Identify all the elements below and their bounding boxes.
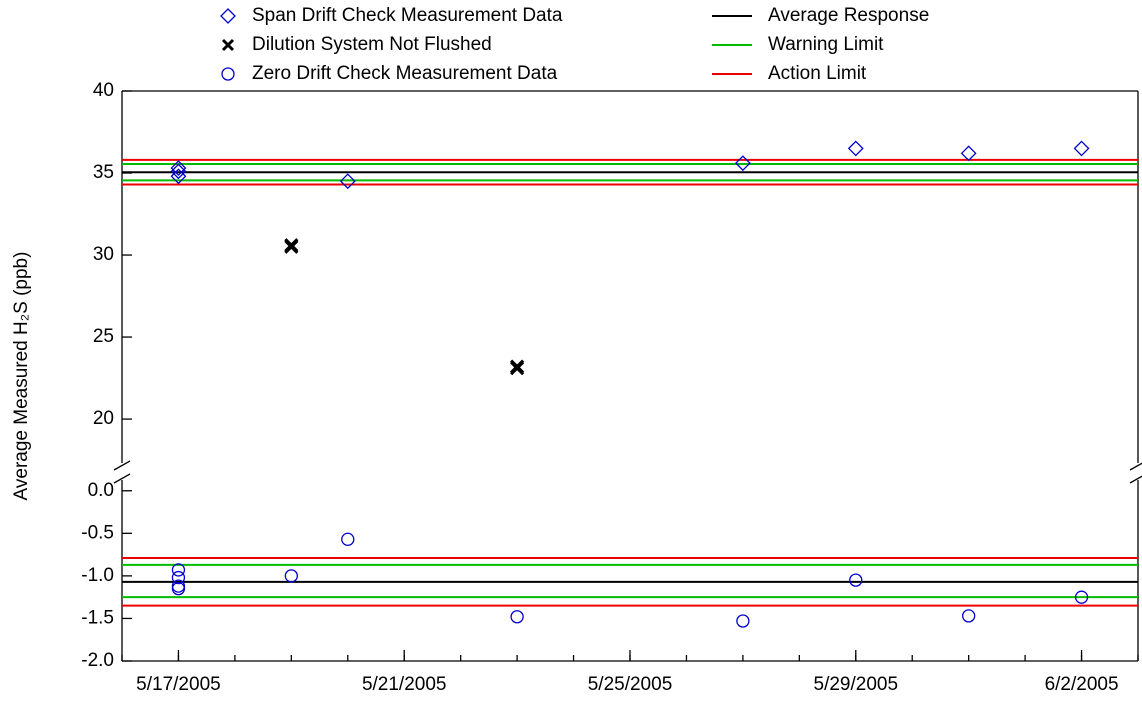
diamond-marker — [960, 145, 977, 162]
circle-marker — [736, 614, 750, 628]
circle-marker — [171, 563, 186, 577]
x-tick-label: 5/17/2005 — [136, 674, 221, 695]
circle-marker — [341, 532, 355, 546]
x-tick-label: 6/2/2005 — [1045, 674, 1119, 695]
legend-label: Zero Drift Check Measurement Data — [252, 63, 558, 84]
y-tick-label: 40 — [93, 80, 114, 101]
circle-marker — [284, 569, 298, 583]
diamond-marker — [734, 155, 751, 172]
legend-label: Action Limit — [768, 63, 867, 84]
legend-marker — [220, 8, 236, 24]
y-tick-label: -0.5 — [81, 522, 114, 543]
diamond-marker — [1073, 140, 1090, 157]
y-tick-label: 25 — [93, 326, 114, 347]
y-tick-label: -1.0 — [81, 565, 114, 586]
x-tick-label: 5/21/2005 — [362, 674, 447, 695]
legend-marker — [221, 38, 235, 52]
diamond-marker — [847, 140, 864, 157]
y-tick-label: 35 — [93, 162, 114, 183]
diamond-marker — [170, 160, 187, 177]
circle-marker — [962, 609, 976, 623]
diamond-marker — [170, 163, 187, 180]
circle-marker — [849, 573, 863, 587]
frame — [113, 90, 1142, 662]
y-tick-label: 0.0 — [88, 480, 114, 501]
y-axis-label: Average Measured H₂S (ppb) — [11, 252, 32, 501]
circle-marker — [171, 582, 186, 596]
circle-marker — [1074, 590, 1089, 604]
x-marker — [284, 239, 299, 254]
x-tick-label: 5/29/2005 — [814, 674, 899, 695]
diamond-marker — [339, 173, 356, 190]
y-tick-label: 20 — [93, 408, 114, 429]
diamond-marker — [170, 168, 187, 185]
x-marker — [510, 361, 525, 376]
legend-marker — [221, 67, 235, 81]
y-tick-label: -2.0 — [81, 650, 114, 671]
legend-label: Average Response — [768, 5, 929, 26]
circle-marker — [171, 570, 186, 585]
circle-marker — [510, 610, 524, 624]
legend-label: Span Drift Check Measurement Data — [252, 5, 563, 26]
y-tick-label: -1.5 — [81, 607, 114, 628]
legend-label: Warning Limit — [768, 34, 884, 55]
x-tick-label: 5/25/2005 — [588, 674, 673, 695]
y-tick-label: 30 — [93, 244, 114, 265]
legend-label: Dilution System Not Flushed — [252, 34, 492, 55]
